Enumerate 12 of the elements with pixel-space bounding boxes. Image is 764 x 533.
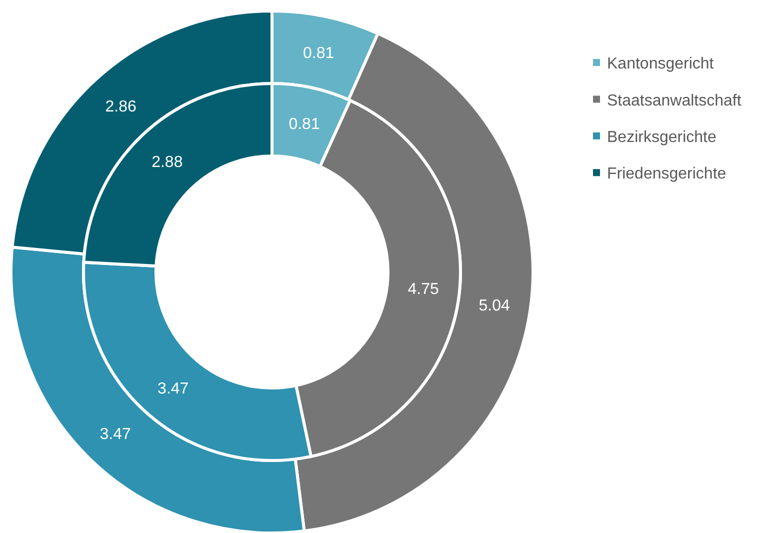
- data-label: 0.81: [303, 44, 334, 62]
- legend-label: Bezirksgerichte: [607, 129, 716, 146]
- data-label: 4.75: [408, 281, 440, 298]
- data-label: 2.88: [152, 154, 183, 172]
- data-label: 3.47: [100, 426, 132, 443]
- data-label: 0.81: [288, 116, 320, 133]
- data-label: 5.04: [478, 298, 510, 315]
- legend-label: Kantonsgericht: [607, 56, 714, 73]
- legend-label: Friedensgerichte: [607, 166, 726, 183]
- data-label: 3.47: [158, 380, 189, 398]
- data-label: 2.86: [105, 98, 137, 116]
- legend-label: Staatsanwaltschaft: [607, 92, 742, 110]
